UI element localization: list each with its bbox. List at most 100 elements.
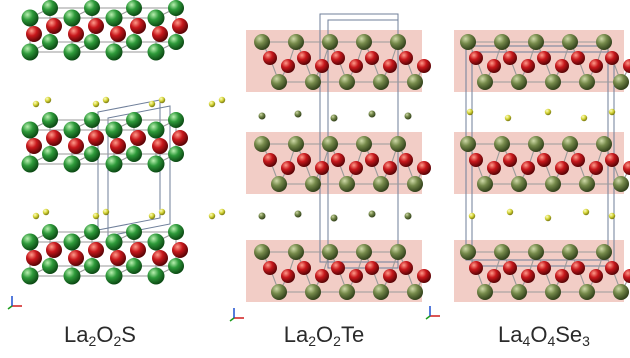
oxygen-atom: [487, 269, 501, 283]
lanthanum-atom: [126, 224, 142, 240]
lanthanum-atom: [305, 176, 321, 192]
oxygen-atom: [349, 59, 363, 73]
oxygen-atom: [315, 59, 329, 73]
axis-b: [425, 315, 431, 320]
lanthanum-atom: [322, 34, 338, 50]
selenium-atom: [544, 108, 552, 116]
lanthanum-atom: [271, 74, 287, 90]
lanthanum-atom: [126, 258, 142, 274]
oxygen-atom: [623, 59, 630, 73]
oxygen-atom: [152, 26, 168, 42]
lanthanum-atom: [339, 284, 355, 300]
sulfur-atom: [102, 96, 110, 104]
lanthanum-atom: [339, 74, 355, 90]
tellurium-atom: [258, 212, 266, 220]
lanthanum-atom: [613, 284, 629, 300]
oxygen-atom: [399, 261, 413, 275]
oxygen-atom: [331, 153, 345, 167]
oxygen-atom: [331, 261, 345, 275]
oxygen-atom: [349, 269, 363, 283]
lanthanum-atom: [562, 34, 578, 50]
oxygen-atom: [46, 18, 62, 34]
oxygen-atom: [571, 51, 585, 65]
oxygen-atom: [152, 138, 168, 154]
sulfur-atom: [44, 96, 52, 104]
lanthanum-atom: [579, 74, 595, 90]
lanthanum-atom: [63, 267, 81, 285]
oxygen-atom: [417, 269, 431, 283]
lanthanum-atom: [596, 34, 612, 50]
selenium-atom: [582, 208, 590, 216]
lanthanum-atom: [460, 34, 476, 50]
lanthanum-atom: [21, 121, 39, 139]
lanthanum-atom: [105, 155, 123, 173]
oxygen-atom: [297, 261, 311, 275]
lanthanum-atom: [21, 233, 39, 251]
oxygen-atom: [417, 161, 431, 175]
oxygen-atom: [503, 261, 517, 275]
axis-b: [7, 305, 13, 310]
lanthanum-atom: [477, 284, 493, 300]
oxygen-atom: [521, 269, 535, 283]
oxygen-atom: [503, 51, 517, 65]
axis-triad: [7, 296, 22, 310]
lanthanum-atom: [147, 121, 165, 139]
sulfur-atom: [208, 100, 216, 108]
oxygen-atom: [537, 261, 551, 275]
oxygen-atom: [605, 153, 619, 167]
lanthanum-atom: [63, 233, 81, 251]
sulfur-atom: [32, 212, 40, 220]
lanthanum-atom: [288, 244, 304, 260]
oxygen-atom: [26, 138, 42, 154]
lanthanum-atom: [21, 43, 39, 61]
lanthanum-atom: [322, 244, 338, 260]
lanthanum-atom: [126, 34, 142, 50]
lanthanum-atom: [356, 136, 372, 152]
lanthanum-atom: [42, 224, 58, 240]
oxygen-atom: [469, 153, 483, 167]
lanthanum-atom: [42, 258, 58, 274]
oxygen-atom: [503, 153, 517, 167]
lanthanum-atom: [84, 258, 100, 274]
lanthanum-atom: [105, 121, 123, 139]
lanthanum-atom: [528, 244, 544, 260]
oxygen-atom: [589, 269, 603, 283]
lanthanum-atom: [613, 74, 629, 90]
oxygen-atom: [46, 130, 62, 146]
sulfur-atom: [158, 208, 166, 216]
lanthanum-atom: [596, 244, 612, 260]
lanthanum-atom: [613, 176, 629, 192]
lanthanum-atom: [339, 176, 355, 192]
lanthanum-atom: [460, 136, 476, 152]
lanthanum-atom: [168, 146, 184, 162]
lanthanum-atom: [579, 284, 595, 300]
sulfur-atom: [148, 100, 156, 108]
lanthanum-atom: [511, 176, 527, 192]
lanthanum-atom: [460, 244, 476, 260]
oxygen-atom: [571, 261, 585, 275]
oxygen-atom: [110, 250, 126, 266]
lanthanum-atom: [42, 112, 58, 128]
lanthanum-atom: [356, 34, 372, 50]
lanthanum-atom: [105, 43, 123, 61]
lanthanum-atom: [271, 176, 287, 192]
lanthanum-atom: [168, 0, 184, 16]
tellurium-atom: [294, 110, 302, 118]
selenium-atom: [580, 114, 588, 122]
axis-b: [229, 317, 235, 322]
oxygen-atom: [46, 242, 62, 258]
oxygen-atom: [263, 261, 277, 275]
oxygen-atom: [469, 261, 483, 275]
lanthanum-atom: [477, 74, 493, 90]
lanthanum-atom: [105, 267, 123, 285]
oxygen-atom: [383, 59, 397, 73]
label-la2o2te: La2O2Te: [283, 322, 365, 349]
lanthanum-atom: [254, 136, 270, 152]
oxygen-atom: [365, 261, 379, 275]
oxygen-atom: [383, 269, 397, 283]
oxygen-atom: [487, 59, 501, 73]
lanthanum-atom: [545, 284, 561, 300]
oxygen-atom: [68, 250, 84, 266]
oxygen-atom: [469, 51, 483, 65]
lanthanum-atom: [254, 34, 270, 50]
